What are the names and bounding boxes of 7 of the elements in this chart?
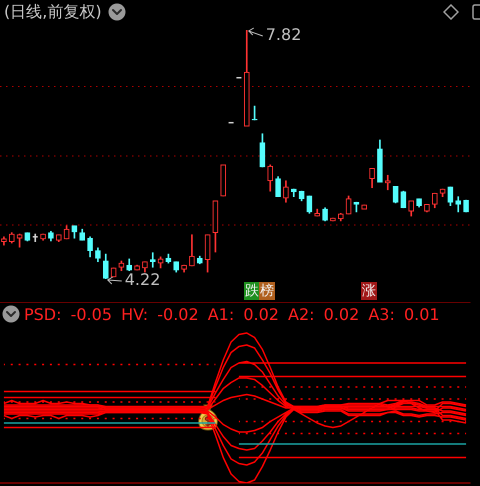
- annotation: 4.22: [124, 270, 160, 290]
- text: 跌: [244, 282, 260, 300]
- chart-title: (日线,前复权): [4, 2, 102, 23]
- chart-title: PSD: -0.05 HV: -0.02 A1: 0.02 A2: 0.02 A3: 0.01: [24, 305, 440, 324]
- text: 榜: [259, 282, 275, 300]
- annotation: 7.82: [266, 25, 302, 44]
- text: 涨: [361, 282, 377, 300]
